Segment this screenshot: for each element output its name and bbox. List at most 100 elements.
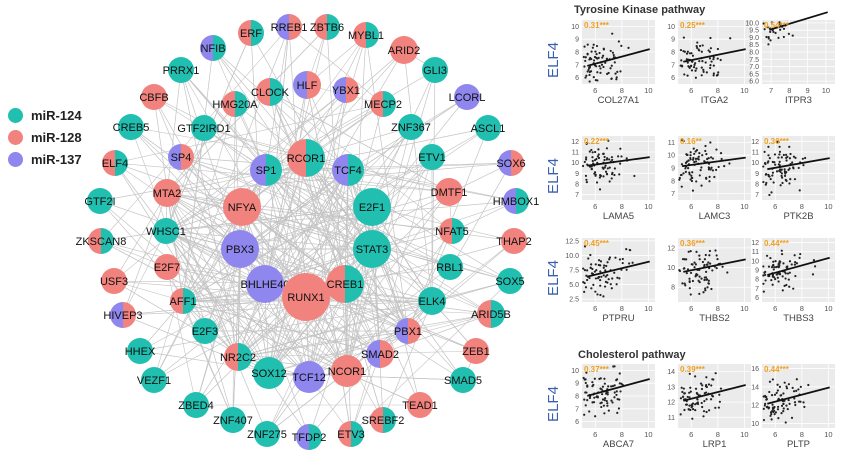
data-point <box>681 395 685 398</box>
data-point <box>605 147 609 150</box>
data-point <box>783 284 786 287</box>
data-point <box>618 258 622 261</box>
data-point <box>704 149 707 153</box>
node-rreb1: RREB1 <box>271 14 307 40</box>
data-point <box>604 269 607 272</box>
data-point <box>688 52 692 55</box>
data-point <box>594 415 597 418</box>
y-tick-label: 2.5 <box>569 297 579 304</box>
node-usf3: USF3 <box>100 268 128 294</box>
data-point <box>585 156 588 159</box>
y-tick-label: 10 <box>571 24 579 31</box>
legend-label: miR-128 <box>31 129 82 145</box>
data-point <box>692 147 695 150</box>
data-point <box>604 164 607 167</box>
node-segment <box>326 265 345 303</box>
network-edge <box>239 169 349 250</box>
data-point <box>599 260 603 263</box>
node-segment <box>102 150 115 176</box>
data-point <box>592 43 595 46</box>
node-hmg20a: HMG20A <box>212 91 258 117</box>
network-edge <box>165 230 310 438</box>
x-tick-label: 8 <box>620 202 624 211</box>
data-point <box>784 178 787 181</box>
data-point <box>700 66 703 69</box>
data-point <box>615 283 618 286</box>
y-tick-label: 11 <box>668 415 675 422</box>
data-point <box>701 60 704 63</box>
data-point <box>583 45 586 48</box>
legend: miR-124 miR-128 miR-137 <box>8 104 108 170</box>
network-edge <box>139 283 266 352</box>
node-segment <box>170 288 183 314</box>
node-nfat5: NFAT5 <box>435 218 469 244</box>
node-label: TFDP2 <box>292 432 327 444</box>
data-point <box>762 282 765 285</box>
node-segment <box>327 14 340 40</box>
y-tick-label: 10 <box>751 421 759 428</box>
data-point <box>789 152 792 156</box>
node-nfib: NFIB <box>200 35 226 61</box>
node-circle <box>437 254 463 280</box>
data-point <box>698 292 701 295</box>
section-title-cholesterol: Cholesterol pathway <box>578 349 686 361</box>
data-point <box>784 277 787 280</box>
data-point <box>683 267 686 270</box>
y-tick-label: 7.5 <box>569 268 579 275</box>
data-point <box>788 285 791 288</box>
x-tick-label: 10 <box>644 304 652 313</box>
network-edge <box>268 157 307 374</box>
node-circle <box>475 115 501 141</box>
node-arid2: ARID2 <box>388 36 420 64</box>
data-point <box>729 37 732 40</box>
x-tick-label: 10 <box>740 202 748 211</box>
node-segment <box>477 300 491 328</box>
row-ylabel: ELF4 <box>545 386 562 422</box>
gene-label: THBS3 <box>783 313 814 324</box>
node-prrx1: PRRX1 <box>163 57 199 83</box>
data-point <box>701 260 705 264</box>
network-edge <box>182 26 290 302</box>
data-point <box>767 37 770 40</box>
data-point <box>802 401 805 404</box>
data-point <box>616 70 619 73</box>
data-point <box>790 263 793 266</box>
node-label: RUNX1 <box>287 292 324 304</box>
data-point <box>704 287 707 290</box>
data-point <box>617 407 621 410</box>
y-tick-label: 8 <box>671 178 675 185</box>
data-point <box>688 66 691 70</box>
data-point <box>608 158 611 161</box>
data-point <box>686 74 689 77</box>
data-point <box>691 189 695 192</box>
data-point <box>718 400 721 403</box>
data-point <box>710 166 713 169</box>
data-point <box>779 23 782 26</box>
network-edge <box>182 300 421 406</box>
node-label: HLF <box>297 80 318 92</box>
data-point <box>599 293 602 297</box>
data-point <box>778 260 781 263</box>
data-point <box>684 284 687 287</box>
data-point <box>710 384 713 387</box>
node-label: ZNF275 <box>247 429 287 441</box>
node-segment <box>235 91 248 117</box>
legend-item-mir137: miR-137 <box>8 148 108 170</box>
data-point <box>598 51 601 55</box>
data-point <box>783 381 786 384</box>
data-point <box>611 401 614 404</box>
node-circle <box>454 84 480 110</box>
node-segment <box>181 144 194 170</box>
node-circle <box>118 114 144 140</box>
network-edge <box>268 84 308 374</box>
node-label: MTA2 <box>153 188 182 200</box>
node-sp4: SP4 <box>168 144 194 170</box>
scatter-lamc3: 6 8 10 11 10 9 8 7 0.16** LAMC3 <box>667 136 751 222</box>
x-tick-label: 6 <box>689 430 693 439</box>
data-point <box>691 417 694 420</box>
network-edge <box>166 192 373 250</box>
data-point <box>585 274 588 277</box>
data-point <box>698 280 701 284</box>
network-edge <box>269 91 381 355</box>
node-sox5: SOX5 <box>495 268 525 294</box>
